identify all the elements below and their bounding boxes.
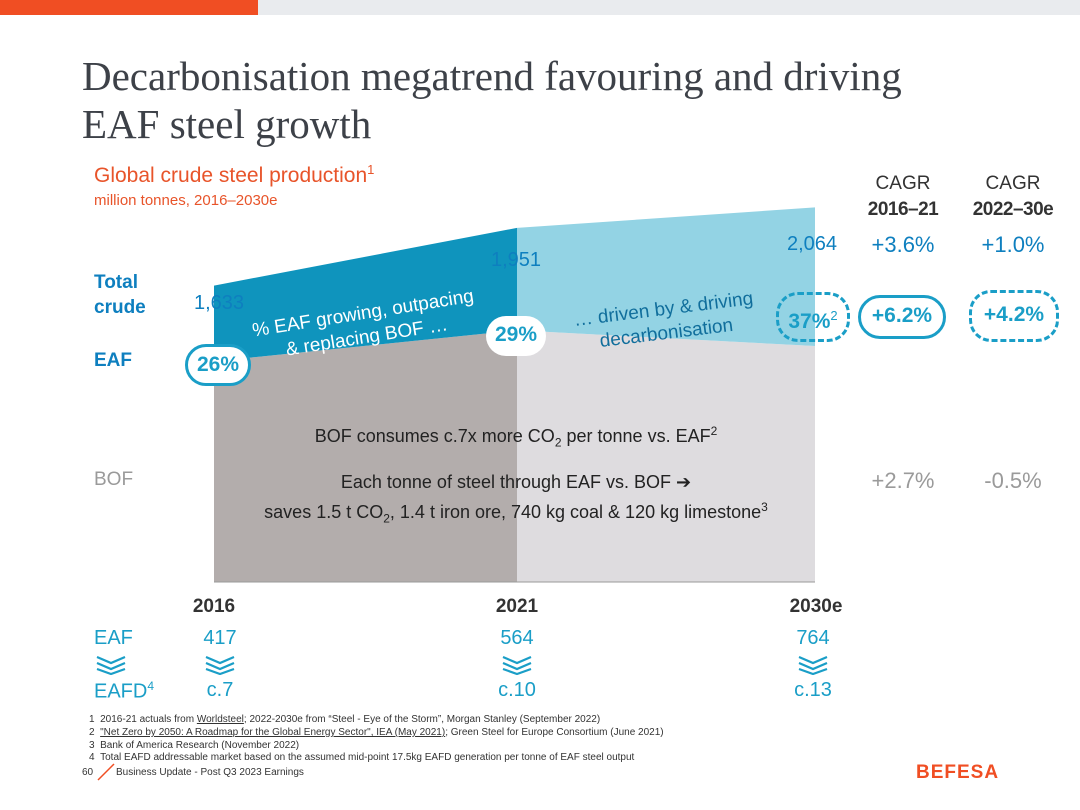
year-label-2030: 2030e <box>789 596 843 617</box>
cagr-header-2016-21: CAGR 2016–21 <box>867 173 939 220</box>
eaf-savings-note-line1: Each tonne of steel through EAF vs. BOF … <box>340 472 692 492</box>
cagr-eaf-2022-30e: +4.2% <box>969 290 1059 342</box>
eaf-value-2016: 417 <box>203 627 237 649</box>
footnote-1-link[interactable]: Worldsteel <box>196 714 244 725</box>
year-label-2016: 2016 <box>192 596 236 617</box>
row-label-eaf: EAF <box>94 350 132 371</box>
eaf-row-label: EAF <box>94 627 133 649</box>
eaf-value-2021: 564 <box>500 627 534 649</box>
total-label-2030: 2,064 <box>787 233 838 255</box>
footnote-4: 4 Total EAFD addressable market based on… <box>89 752 635 763</box>
eafd-value-2030: c.13 <box>794 679 832 701</box>
year-label-2021: 2021 <box>495 596 539 617</box>
eaf-share-2016: 26% <box>185 344 251 386</box>
eafd-row-label: EAFD4 <box>94 679 155 703</box>
cagr-bof-2016-21: +2.7% <box>871 468 935 493</box>
cagr-header-2022-30e: CAGR 2022–30e <box>972 173 1054 220</box>
top-accent-bar <box>0 0 258 15</box>
page-title: Decarbonisation megatrend favouring and … <box>82 53 902 147</box>
eafd-value-2016: c.7 <box>206 679 234 701</box>
total-label-2021: 1,951 <box>491 249 542 271</box>
row-label-bof: BOF <box>94 469 134 490</box>
eaf-area-historical <box>214 227 517 362</box>
cagr-eaf-2016-21: +6.2% <box>858 295 946 339</box>
chart-units: million tonnes, 2016–2030e <box>94 192 278 209</box>
chevron-down-icon <box>205 655 235 675</box>
footnote-2: 2 "Net Zero by 2050: A Roadmap for the G… <box>89 727 664 738</box>
row-label-total: Total <box>94 272 138 293</box>
bof-area-historical <box>214 330 517 582</box>
eaf-value-2030: 764 <box>796 627 830 649</box>
cagr-total-2022-30e: +1.0% <box>981 232 1045 257</box>
chart-title: Global crude steel production1 <box>94 162 375 187</box>
bof-co2-note: BOF consumes c.7x more CO2 per tonne vs.… <box>314 424 718 450</box>
chevron-down-icon <box>96 655 126 675</box>
footnote-2-link[interactable]: "Net Zero by 2050: A Roadmap for the Glo… <box>100 727 446 738</box>
eafd-value-2021: c.10 <box>498 679 536 701</box>
total-label-2016: 1,633 <box>194 292 245 314</box>
footer-text: Business Update - Post Q3 2023 Earnings <box>116 767 304 778</box>
slash-divider-icon <box>97 763 115 781</box>
top-grey-bar <box>258 0 1080 15</box>
bof-area-forecast <box>517 330 815 582</box>
footnote-1: 1 2016-21 actuals from Worldsteel; 2022-… <box>89 714 601 725</box>
chevron-down-icon <box>502 655 532 675</box>
page-number: 60 <box>82 767 94 778</box>
eaf-share-2030: 37%2 <box>776 292 850 342</box>
row-label-crude: crude <box>94 297 146 318</box>
cagr-bof-2022-30e: -0.5% <box>984 468 1042 493</box>
chevron-down-icon <box>798 655 828 675</box>
cagr-total-2016-21: +3.6% <box>871 232 935 257</box>
eaf-savings-note-line2: saves 1.5 t CO2, 1.4 t iron ore, 740 kg … <box>264 500 768 526</box>
befesa-logo: BEFESA <box>916 762 1000 783</box>
footnote-3: 3 Bank of America Research (November 202… <box>89 740 300 751</box>
eaf-share-2021: 29% <box>486 316 546 356</box>
eaf-area-forecast <box>517 207 815 347</box>
